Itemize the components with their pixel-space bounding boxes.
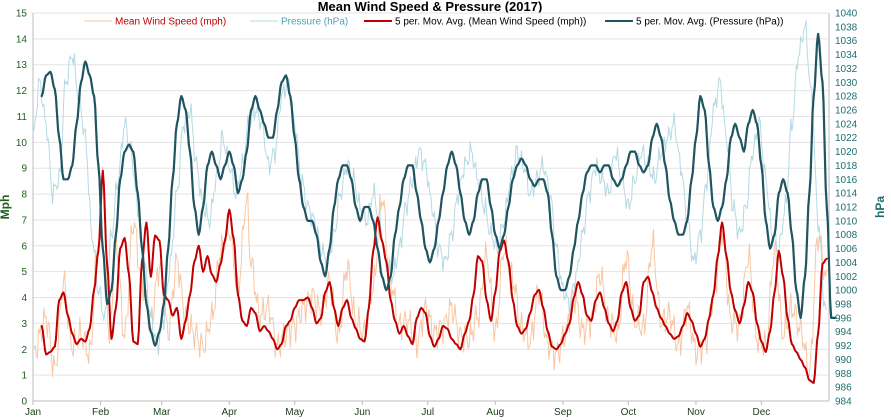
x-tick-label: Aug — [486, 407, 504, 418]
series-pressure-moving-average — [40, 32, 837, 347]
x-tick-label: Apr — [221, 407, 237, 418]
legend-label-2: Pressure (hPa) — [281, 17, 348, 28]
right-tick-label: 1014 — [835, 189, 858, 200]
right-tick-label: 1006 — [835, 244, 858, 255]
legend: Mean Wind Speed (mph) Pressure (hPa) 5 per… — [84, 17, 783, 28]
left-tick-label: 8 — [21, 190, 27, 201]
left-tick-label: 1 — [21, 371, 27, 382]
x-tick-label: Jan — [25, 407, 41, 418]
right-tick-label: 1012 — [835, 203, 858, 214]
left-tick-label: 13 — [16, 60, 28, 71]
right-tick-label: 1020 — [835, 147, 858, 158]
left-tick-label: 7 — [21, 215, 27, 226]
left-tick-label: 5 — [21, 267, 27, 278]
right-tick-label: 996 — [835, 313, 852, 324]
right-tick-label: 998 — [835, 300, 852, 311]
x-axis-ticks: Jan Feb Mar Apr May Jun Jul Aug Sep Oct Nov Dec — [25, 401, 770, 418]
right-tick-label: 1032 — [835, 64, 858, 75]
right-tick-label: 1024 — [835, 119, 858, 130]
right-axis-ticks: 984 986 988 990 992 994 996 998 1000 1002 1004 1006… — [835, 9, 858, 408]
legend-label-4: 5 per. Mov. Avg. (Pressure (hPa)) — [636, 17, 783, 28]
legend-label-1: Mean Wind Speed (mph) — [115, 17, 226, 28]
left-tick-label: 10 — [16, 138, 28, 149]
x-tick-label: Mar — [153, 407, 171, 418]
right-tick-label: 1008 — [835, 230, 858, 241]
left-tick-label: 2 — [21, 345, 27, 356]
right-axis-title: hPa — [873, 196, 887, 218]
series-pressure-raw — [32, 20, 828, 356]
right-tick-label: 986 — [835, 383, 852, 394]
series-wind-moving-average — [40, 169, 828, 384]
right-tick-label: 992 — [835, 341, 852, 352]
right-tick-label: 990 — [835, 355, 852, 366]
right-tick-label: 994 — [835, 327, 852, 338]
left-tick-label: 3 — [21, 319, 27, 330]
gridlines — [32, 12, 830, 402]
x-tick-label: Oct — [621, 407, 637, 418]
x-tick-label: May — [285, 407, 304, 418]
right-tick-label: 1026 — [835, 106, 858, 117]
left-tick-label: 0 — [21, 397, 27, 408]
legend-label-3: 5 per. Mov. Avg. (Mean Wind Speed (mph)) — [395, 17, 586, 28]
right-tick-label: 1022 — [835, 133, 858, 144]
left-tick-label: 14 — [16, 34, 28, 45]
left-tick-label: 4 — [21, 293, 27, 304]
x-tick-label: Dec — [752, 407, 770, 418]
x-tick-label: Feb — [92, 407, 110, 418]
chart-title: Mean Wind Speed & Pressure (2017) — [318, 0, 543, 14]
right-tick-label: 1038 — [835, 22, 858, 33]
left-tick-label: 9 — [21, 164, 27, 175]
plot-series — [32, 20, 837, 384]
right-tick-label: 1034 — [835, 50, 858, 61]
right-tick-label: 1040 — [835, 9, 858, 20]
right-tick-label: 1010 — [835, 216, 858, 227]
right-tick-label: 1030 — [835, 78, 858, 89]
right-tick-label: 984 — [835, 397, 852, 408]
left-tick-label: 11 — [17, 112, 28, 123]
right-tick-label: 1000 — [835, 286, 858, 297]
left-tick-label: 15 — [16, 9, 28, 20]
x-tick-label: Nov — [687, 407, 705, 418]
right-tick-label: 1018 — [835, 161, 858, 172]
x-tick-label: Jul — [421, 407, 434, 418]
right-tick-label: 1028 — [835, 92, 858, 103]
left-tick-label: 6 — [21, 241, 27, 252]
right-tick-label: 1002 — [835, 272, 858, 283]
right-tick-label: 988 — [835, 369, 852, 380]
left-tick-label: 12 — [16, 86, 28, 97]
right-tick-label: 1036 — [835, 36, 858, 47]
x-tick-label: Sep — [554, 407, 572, 418]
left-axis-title: Mph — [0, 195, 12, 220]
x-tick-label: Jun — [354, 407, 370, 418]
right-tick-label: 1004 — [835, 258, 858, 269]
right-tick-label: 1016 — [835, 175, 858, 186]
